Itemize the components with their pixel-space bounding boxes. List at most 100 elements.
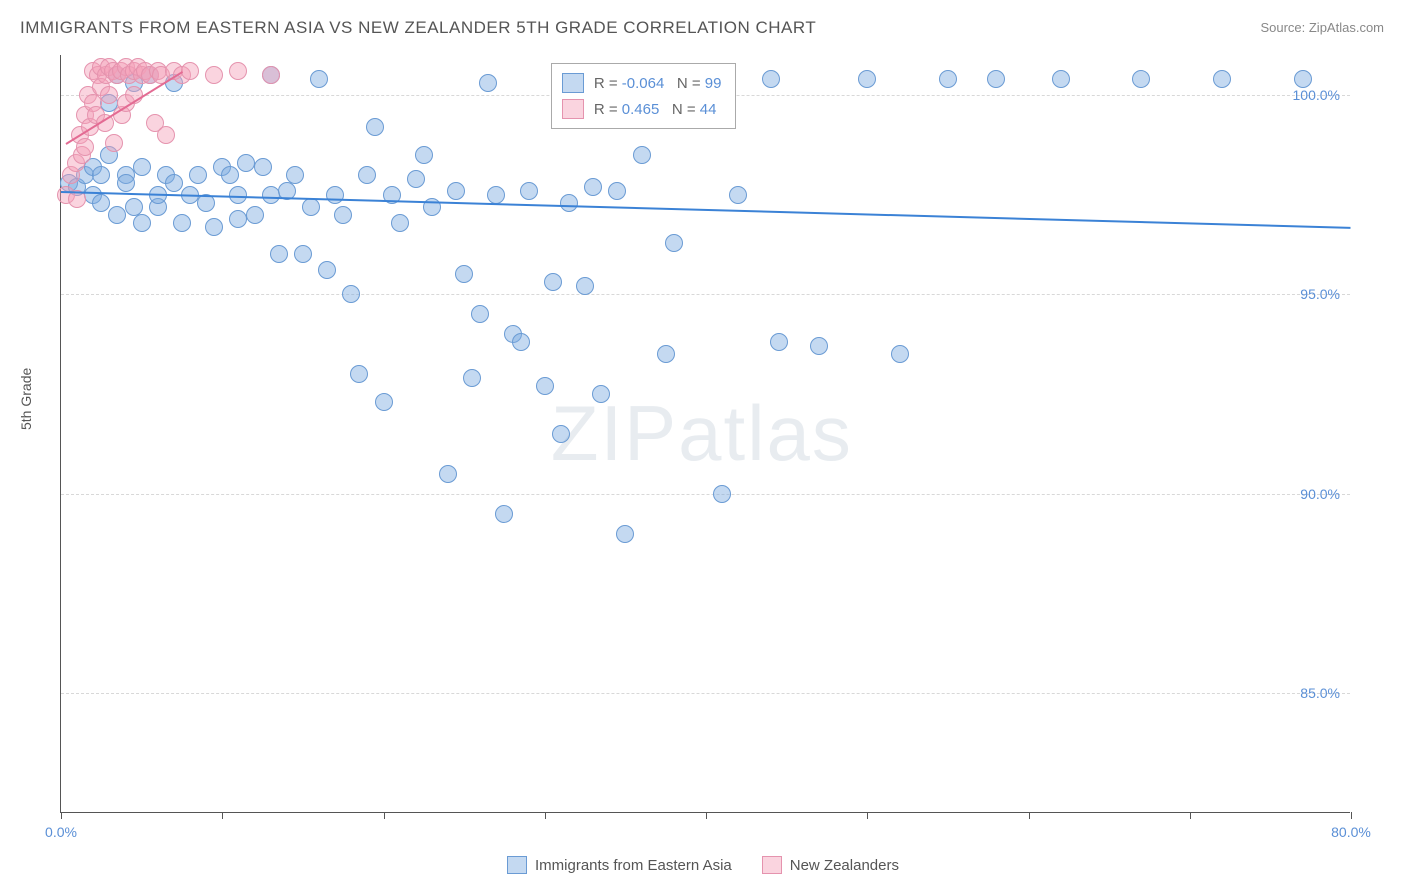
scatter-point bbox=[205, 218, 223, 236]
scatter-point bbox=[487, 186, 505, 204]
scatter-point bbox=[576, 277, 594, 295]
scatter-point bbox=[221, 166, 239, 184]
scatter-point bbox=[229, 62, 247, 80]
scatter-point bbox=[1052, 70, 1070, 88]
source-label: Source: ZipAtlas.com bbox=[1260, 20, 1384, 35]
y-tick-label: 100.0% bbox=[1293, 87, 1340, 103]
legend-swatch bbox=[762, 856, 782, 874]
scatter-point bbox=[133, 214, 151, 232]
scatter-point bbox=[415, 146, 433, 164]
scatter-point bbox=[544, 273, 562, 291]
scatter-point bbox=[479, 74, 497, 92]
scatter-point bbox=[592, 385, 610, 403]
scatter-point bbox=[391, 214, 409, 232]
gridline bbox=[61, 693, 1350, 694]
x-tick bbox=[1351, 812, 1352, 819]
scatter-point bbox=[858, 70, 876, 88]
scatter-point bbox=[616, 525, 634, 543]
scatter-point bbox=[262, 66, 280, 84]
scatter-point bbox=[229, 186, 247, 204]
x-tick-label: 80.0% bbox=[1331, 824, 1371, 840]
scatter-point bbox=[1132, 70, 1150, 88]
x-tick bbox=[222, 812, 223, 819]
scatter-point bbox=[254, 158, 272, 176]
scatter-point bbox=[1294, 70, 1312, 88]
stats-box: R = -0.064 N = 99 R = 0.465 N = 44 bbox=[551, 63, 737, 129]
scatter-point bbox=[520, 182, 538, 200]
scatter-point bbox=[560, 194, 578, 212]
scatter-point bbox=[447, 182, 465, 200]
scatter-point bbox=[117, 174, 135, 192]
scatter-point bbox=[762, 70, 780, 88]
stats-text: R = -0.064 N = 99 bbox=[594, 75, 722, 92]
scatter-point bbox=[105, 134, 123, 152]
scatter-point bbox=[584, 178, 602, 196]
scatter-point bbox=[987, 70, 1005, 88]
scatter-point bbox=[318, 261, 336, 279]
stats-swatch bbox=[562, 99, 584, 119]
x-tick bbox=[706, 812, 707, 819]
legend-item: New Zealanders bbox=[762, 856, 899, 874]
scatter-point bbox=[302, 198, 320, 216]
x-tick bbox=[384, 812, 385, 819]
stats-text: R = 0.465 N = 44 bbox=[594, 101, 717, 118]
scatter-point bbox=[512, 333, 530, 351]
scatter-point bbox=[92, 166, 110, 184]
scatter-plot: ZIPatlas 85.0%90.0%95.0%100.0%0.0%80.0%R… bbox=[60, 55, 1350, 813]
y-tick-label: 85.0% bbox=[1300, 685, 1340, 701]
legend: Immigrants from Eastern Asia New Zealande… bbox=[0, 856, 1406, 874]
scatter-point bbox=[366, 118, 384, 136]
legend-swatch bbox=[507, 856, 527, 874]
legend-item: Immigrants from Eastern Asia bbox=[507, 856, 732, 874]
scatter-point bbox=[536, 377, 554, 395]
scatter-point bbox=[165, 174, 183, 192]
scatter-point bbox=[729, 186, 747, 204]
scatter-point bbox=[326, 186, 344, 204]
scatter-point bbox=[407, 170, 425, 188]
scatter-point bbox=[294, 245, 312, 263]
x-tick bbox=[867, 812, 868, 819]
x-tick-label: 0.0% bbox=[45, 824, 77, 840]
x-tick bbox=[545, 812, 546, 819]
scatter-point bbox=[463, 369, 481, 387]
legend-label: New Zealanders bbox=[790, 857, 899, 874]
scatter-point bbox=[286, 166, 304, 184]
scatter-point bbox=[205, 66, 223, 84]
chart-title: IMMIGRANTS FROM EASTERN ASIA VS NEW ZEAL… bbox=[20, 18, 816, 38]
scatter-point bbox=[181, 62, 199, 80]
scatter-point bbox=[334, 206, 352, 224]
scatter-point bbox=[608, 182, 626, 200]
legend-label: Immigrants from Eastern Asia bbox=[535, 857, 732, 874]
scatter-point bbox=[157, 126, 175, 144]
scatter-point bbox=[770, 333, 788, 351]
scatter-point bbox=[439, 465, 457, 483]
scatter-point bbox=[552, 425, 570, 443]
x-tick bbox=[61, 812, 62, 819]
scatter-point bbox=[810, 337, 828, 355]
scatter-point bbox=[92, 194, 110, 212]
scatter-point bbox=[633, 146, 651, 164]
scatter-point bbox=[350, 365, 368, 383]
scatter-point bbox=[246, 206, 264, 224]
y-tick-label: 90.0% bbox=[1300, 486, 1340, 502]
scatter-point bbox=[713, 485, 731, 503]
scatter-point bbox=[375, 393, 393, 411]
scatter-point bbox=[657, 345, 675, 363]
scatter-point bbox=[133, 158, 151, 176]
scatter-point bbox=[471, 305, 489, 323]
gridline bbox=[61, 294, 1350, 295]
scatter-point bbox=[358, 166, 376, 184]
scatter-point bbox=[237, 154, 255, 172]
scatter-point bbox=[891, 345, 909, 363]
x-tick bbox=[1029, 812, 1030, 819]
scatter-point bbox=[665, 234, 683, 252]
scatter-point bbox=[342, 285, 360, 303]
stats-row: R = 0.465 N = 44 bbox=[562, 96, 722, 122]
x-tick bbox=[1190, 812, 1191, 819]
scatter-point bbox=[189, 166, 207, 184]
stats-row: R = -0.064 N = 99 bbox=[562, 70, 722, 96]
gridline bbox=[61, 494, 1350, 495]
scatter-point bbox=[310, 70, 328, 88]
stats-swatch bbox=[562, 73, 584, 93]
scatter-point bbox=[495, 505, 513, 523]
